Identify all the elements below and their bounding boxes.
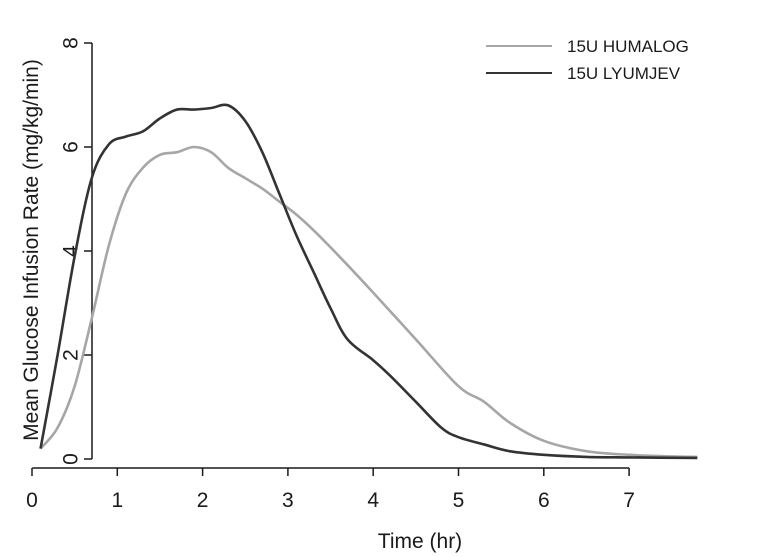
series-line-humalog [39, 145, 698, 459]
x-axis-title: Time (hr) [378, 530, 462, 553]
series-layer [39, 103, 698, 460]
x-tick-label: 2 [197, 489, 209, 512]
legend-label-lyumjev: 15U LYUMJEV [567, 64, 681, 83]
x-ticks: 0 1 2 3 4 5 6 7 [26, 468, 635, 512]
y-tick-label: 8 [59, 37, 82, 49]
series-line-lyumjev [39, 103, 698, 460]
x-tick-label: 3 [282, 489, 294, 512]
x-tick-label: 5 [453, 489, 465, 512]
x-tick-label: 6 [538, 489, 550, 512]
y-tick-label: 6 [59, 141, 82, 153]
x-tick-label: 1 [111, 489, 123, 512]
legend-label-humalog: 15U HUMALOG [567, 37, 689, 56]
x-tick-label: 4 [367, 489, 379, 512]
x-tick-label: 7 [623, 489, 635, 512]
y-tick-label: 0 [59, 453, 82, 465]
legend: 15U HUMALOG 15U LYUMJEV [486, 37, 689, 83]
y-axis-title: Mean Glucose Infusion Rate (mg/kg/min) [20, 59, 43, 441]
x-tick-label: 0 [26, 489, 38, 512]
y-tick-label: 4 [59, 245, 82, 257]
y-tick-label: 2 [59, 349, 82, 361]
axes: 0 2 4 6 8 0 1 2 3 4 5 6 7 [26, 37, 635, 512]
